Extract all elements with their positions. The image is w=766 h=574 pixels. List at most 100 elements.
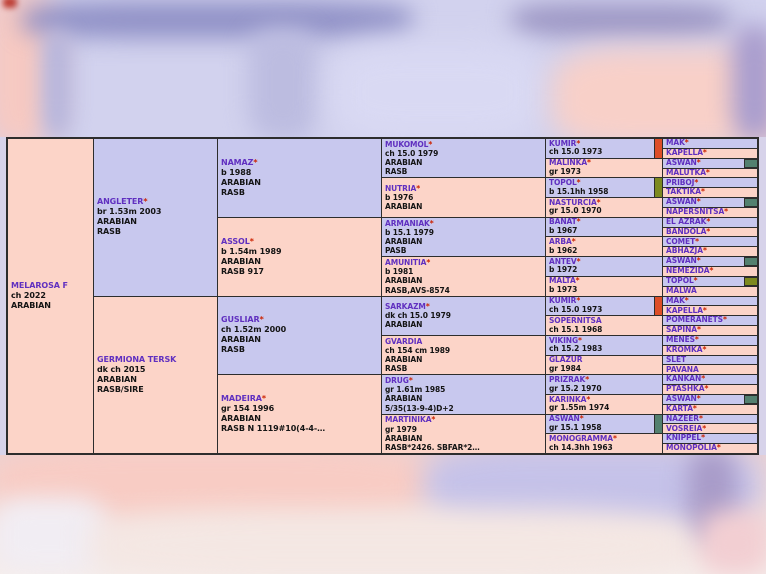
horse-detail-line: ARABIAN [385, 276, 423, 286]
horse-name-row: AMUNITIA* [385, 258, 543, 267]
horse-name-link[interactable]: GERMIONA TERSK [97, 354, 177, 364]
horse-detail-line: dk ch 15.0 1979 [385, 311, 451, 321]
horse-name-link[interactable]: EL AZRAK [666, 217, 707, 226]
horse-name-link[interactable]: ASWAN [666, 394, 697, 404]
pedigree-cell-armaniak: ARMANIAK* b 15.1 1979 ARABIAN PASB [382, 217, 545, 258]
horse-name-link[interactable]: MONOPOLIA [666, 444, 717, 453]
horse-name-link[interactable]: NAMAZ [221, 157, 254, 167]
horse-name-link[interactable]: SLET [666, 355, 687, 364]
horse-name-link[interactable]: MELAROSA F [11, 281, 68, 290]
horse-name-link[interactable]: VIKING [549, 335, 579, 345]
horse-name-link[interactable]: ASWAN [666, 198, 697, 207]
horse-name-link[interactable]: KNIPPEL [666, 434, 702, 443]
horse-name-link[interactable]: GUSLIAR [221, 315, 260, 325]
horse-name-link[interactable]: MALUTKA [666, 168, 706, 177]
horse-name-link[interactable]: ANTEV [549, 257, 577, 266]
horse-name-link[interactable]: MALINKA [549, 158, 588, 168]
horse-name-link[interactable]: MONOGRAMMA [549, 434, 613, 443]
horse-name-link[interactable]: NEMEZIDA [666, 266, 710, 276]
horse-name-link[interactable]: TOPOL [666, 276, 694, 285]
horse-name-link[interactable]: POMERANETS [666, 316, 723, 325]
horse-name-row: NAZEER* [666, 415, 755, 424]
horse-name-link[interactable]: KARINKA [549, 394, 587, 404]
horse-name-link[interactable]: NAPERSNITSA [666, 207, 725, 217]
horse-name-link[interactable]: AMUNITIA [385, 257, 427, 267]
horse-name-link[interactable]: COMET [666, 237, 696, 246]
horse-name-link[interactable]: ASWAN [666, 257, 697, 266]
horse-name-link[interactable]: GLAZUR [549, 355, 583, 365]
horse-detail-line: ch 2022 [11, 291, 46, 300]
pedigree-cell-glazur: GLAZUR gr 1984 [546, 355, 662, 376]
horse-name-row: KARINKA* [549, 394, 660, 405]
pedigree-cell-kapella: KAPELLA* [663, 148, 757, 159]
horse-name-row: MALWA [666, 287, 755, 296]
horse-name-link[interactable]: NUTRIA [385, 183, 417, 193]
horse-name-row: KANKAN* [666, 375, 755, 384]
horse-detail-line: ARABIAN [385, 320, 423, 330]
horse-name-link[interactable]: BANDOLA [666, 227, 707, 236]
horse-name-link[interactable]: MENES [666, 335, 695, 345]
horse-name-row: ASWAN* [666, 257, 755, 266]
background-blur-blob [0, 497, 107, 572]
horse-name-link[interactable]: SOPERNITSA [549, 316, 602, 325]
premium-star: * [692, 404, 697, 413]
horse-name-link[interactable]: PRIZRAK [549, 375, 586, 384]
sireline-marker-olive [744, 276, 757, 286]
pedigree-cell-karta: KARTA* [663, 404, 757, 415]
horse-name-link[interactable]: ASWAN [549, 414, 580, 424]
horse-name-link[interactable]: ASSOL [221, 236, 250, 246]
horse-name-link[interactable]: PTASHKA [666, 385, 705, 394]
horse-name-link[interactable]: ARBA [549, 237, 572, 247]
horse-name-row: NASTURCIA* [549, 198, 660, 208]
horse-detail-line: ch 15.1 1968 [549, 324, 603, 334]
horse-name-link[interactable]: MUKOMOL [385, 139, 429, 149]
horse-name-row: MALINKA* [549, 159, 660, 168]
horse-name-link[interactable]: PAVANA [666, 365, 699, 374]
horse-name-link[interactable]: MAK [666, 296, 685, 305]
horse-name-link[interactable]: KAPELLA [666, 148, 703, 158]
horse-name-link[interactable]: ASWAN [666, 158, 697, 167]
premium-star: * [694, 178, 699, 187]
horse-name-link[interactable]: ANGLETER [97, 197, 144, 207]
horse-name-link[interactable]: KUMIR [549, 139, 577, 148]
horse-name-link[interactable]: GVARDIA [385, 336, 423, 346]
premium-star: * [724, 207, 728, 217]
horse-detail-line: b 1976 [385, 192, 414, 202]
horse-detail-line: RASB [385, 167, 408, 177]
horse-name-link[interactable]: KUMIR [549, 296, 577, 306]
horse-name-link[interactable]: ARMANIAK [385, 218, 430, 228]
horse-name-link[interactable]: MAK [666, 139, 685, 148]
premium-star: * [585, 375, 590, 384]
pedigree-cell-malinka: MALINKA* gr 1973 [546, 158, 662, 179]
horse-detail-line: gr 1973 [549, 167, 581, 177]
horse-name-link[interactable]: MARTINIKA [385, 415, 432, 425]
horse-name-link[interactable]: SARKAZM [385, 301, 426, 311]
horse-detail-line: b 1972 [549, 265, 578, 275]
horse-name-row: ASWAN* [666, 395, 755, 404]
horse-name-link[interactable]: TAKTIKA [666, 188, 701, 197]
horse-name-link[interactable]: MALTA [549, 276, 576, 286]
horse-name-row: MAK* [666, 139, 755, 148]
pedigree-cell-aswan: ASWAN* [663, 257, 757, 267]
horse-name-link[interactable]: SAPINA [666, 326, 697, 335]
horse-name-link[interactable]: NAZEER [666, 414, 699, 423]
premium-star: * [706, 217, 711, 226]
horse-name-link[interactable]: ABHAZJA [666, 247, 703, 256]
horse-name-link[interactable]: DRUG [385, 376, 409, 386]
horse-name-link[interactable]: NASTURCIA [549, 198, 597, 207]
horse-name-link[interactable]: KROMKA [666, 345, 703, 354]
horse-name-link[interactable]: PRIBOJ [666, 178, 695, 187]
horse-name-link[interactable]: BANAT [549, 217, 577, 227]
horse-name-link[interactable]: KAPELLA [666, 306, 703, 315]
pedigree-cell-viking: VIKING* ch 15.2 1983 [546, 335, 662, 356]
horse-detail-line: gr 1979 [385, 424, 417, 434]
horse-detail-line: ARABIAN [221, 177, 261, 187]
horse-name-link[interactable]: KANKAN [666, 375, 702, 384]
horse-name-link[interactable]: TOPOL [549, 178, 577, 188]
horse-detail-line: b 15.1hh 1958 [549, 186, 609, 196]
premium-star: * [709, 266, 714, 276]
horse-name-link[interactable]: KARTA [666, 404, 693, 413]
horse-name-link[interactable]: MADEIRA [221, 394, 262, 404]
horse-name-link[interactable]: MALWA [666, 286, 697, 295]
horse-name-link[interactable]: VOSREIA [666, 424, 703, 433]
